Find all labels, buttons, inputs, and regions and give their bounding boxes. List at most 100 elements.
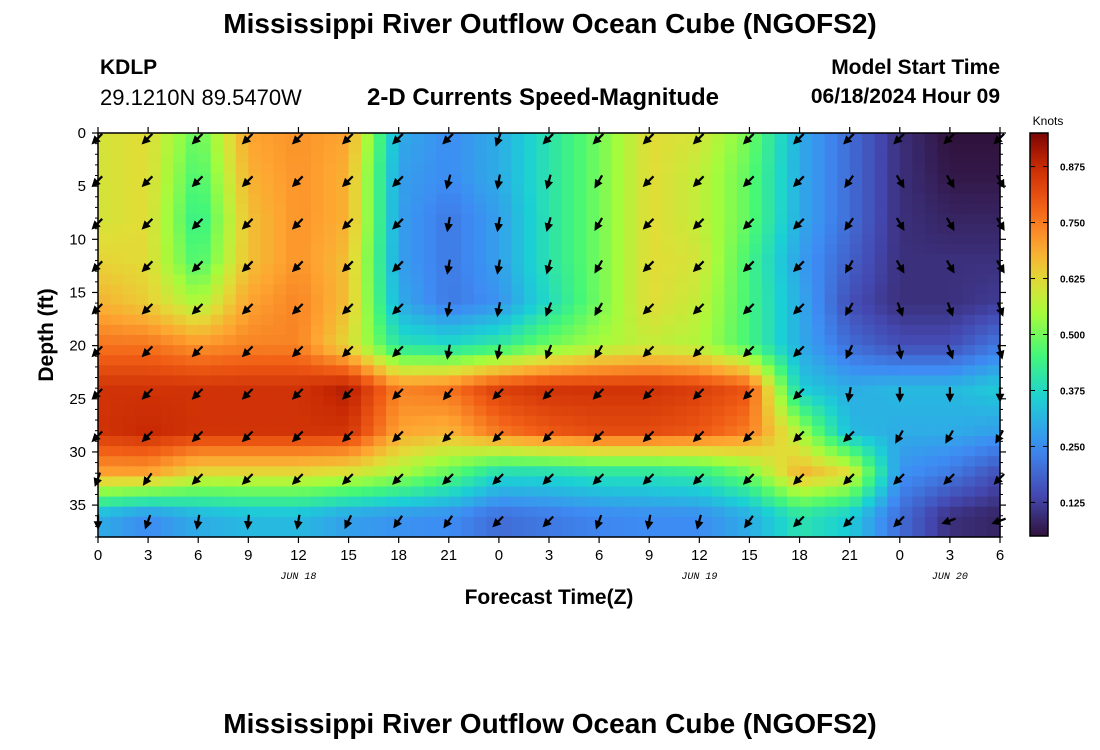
heatmap-cell [949,335,964,346]
heatmap-cell [310,345,325,356]
heatmap-cell [962,193,976,205]
heatmap-cell [736,405,751,417]
heatmap-cell [110,294,124,306]
heatmap-cell [323,264,337,275]
heatmap-cell [812,143,826,154]
heatmap-cell [749,254,763,265]
heatmap-cell [298,506,312,518]
heatmap-cell [799,456,813,467]
heatmap-cell [824,193,838,205]
heatmap-cell [624,365,638,376]
heatmap-cell [185,486,199,498]
heatmap-cell [761,355,776,366]
heatmap-cell [624,163,638,174]
heatmap-cell [511,183,525,195]
heatmap-cell [824,213,838,225]
heatmap-cell [348,163,362,174]
heatmap-cell [636,314,650,326]
heatmap-cell [686,425,700,437]
heatmap-cell [574,425,588,437]
heatmap-cell [198,516,212,528]
heatmap-cell [899,516,913,528]
heatmap-cell [561,304,575,316]
heatmap-cell [636,345,650,356]
heatmap-cell [799,335,813,346]
heatmap-cell [874,355,888,366]
heatmap-cell [899,324,913,336]
heatmap-cell [260,466,274,477]
heatmap-cell [924,163,938,174]
heatmap-cell [436,405,450,417]
heatmap-cell [636,143,650,154]
heatmap-cell [198,345,212,356]
current-vector-arrow [945,344,955,360]
heatmap-cell [486,395,500,407]
heatmap-cell [260,496,274,508]
heatmap-cell [323,456,337,467]
heatmap-cell [724,516,738,528]
heatmap-cell [549,436,563,447]
heatmap-cell [761,163,776,174]
heatmap-cell [887,213,901,225]
heatmap-cell [586,335,600,346]
heatmap-cell [924,133,938,144]
heatmap-cell [423,133,437,144]
heatmap-cell [498,284,513,296]
heatmap-cell [523,203,538,215]
heatmap-cell [887,173,901,185]
heatmap-cell [285,163,300,174]
heatmap-cell [185,213,199,225]
heatmap-cell [749,436,763,447]
current-vector-arrow [191,133,204,145]
heatmap-cell [123,163,137,174]
heatmap-cell [361,163,375,174]
heatmap-cell [523,254,538,265]
heatmap-cell [974,405,989,417]
heatmap-cell [210,314,224,326]
heatmap-cell [949,486,964,498]
heatmap-cell [486,244,500,255]
heatmap-cell [912,173,926,185]
heatmap-cell [837,254,851,265]
heatmap-cell [787,294,801,306]
current-vector-arrow [895,344,905,360]
heatmap-cell [436,264,450,275]
heatmap-cell [98,264,112,275]
heatmap-cell [624,254,638,265]
heatmap-cell [373,254,387,265]
heatmap-cell [599,456,613,467]
heatmap-cell [498,133,513,144]
heatmap-cell [148,496,162,508]
heatmap-cell [636,244,650,255]
heatmap-cell [699,284,713,296]
heatmap-cell [398,173,412,185]
heatmap-cell [248,234,262,245]
heatmap-cell [686,496,700,508]
heatmap-cell [110,476,124,488]
heatmap-cell [874,425,888,437]
current-vector-arrow [692,133,705,145]
heatmap-cell [824,345,838,356]
heatmap-cell [574,395,588,407]
heatmap-cell [210,284,224,296]
heatmap-cell [686,456,700,467]
heatmap-cell [661,223,675,235]
heatmap-cell [260,506,274,518]
heatmap-cell [949,446,964,457]
heatmap-cell [135,516,149,528]
heatmap-cell [198,456,212,467]
heatmap-cell [862,213,876,225]
heatmap-cell [574,173,588,185]
heatmap-cell [423,526,437,538]
heatmap-cell [749,294,763,306]
heatmap-cell [361,203,375,215]
heatmap-cell [649,375,663,387]
heatmap-cell [336,294,350,306]
heatmap-cell [962,446,976,457]
heatmap-cell [749,446,763,457]
heatmap-cell [348,173,362,185]
heatmap-cell [185,516,199,528]
heatmap-cell [974,183,989,195]
current-vector-arrow [742,345,755,358]
heatmap-cell [398,133,412,144]
